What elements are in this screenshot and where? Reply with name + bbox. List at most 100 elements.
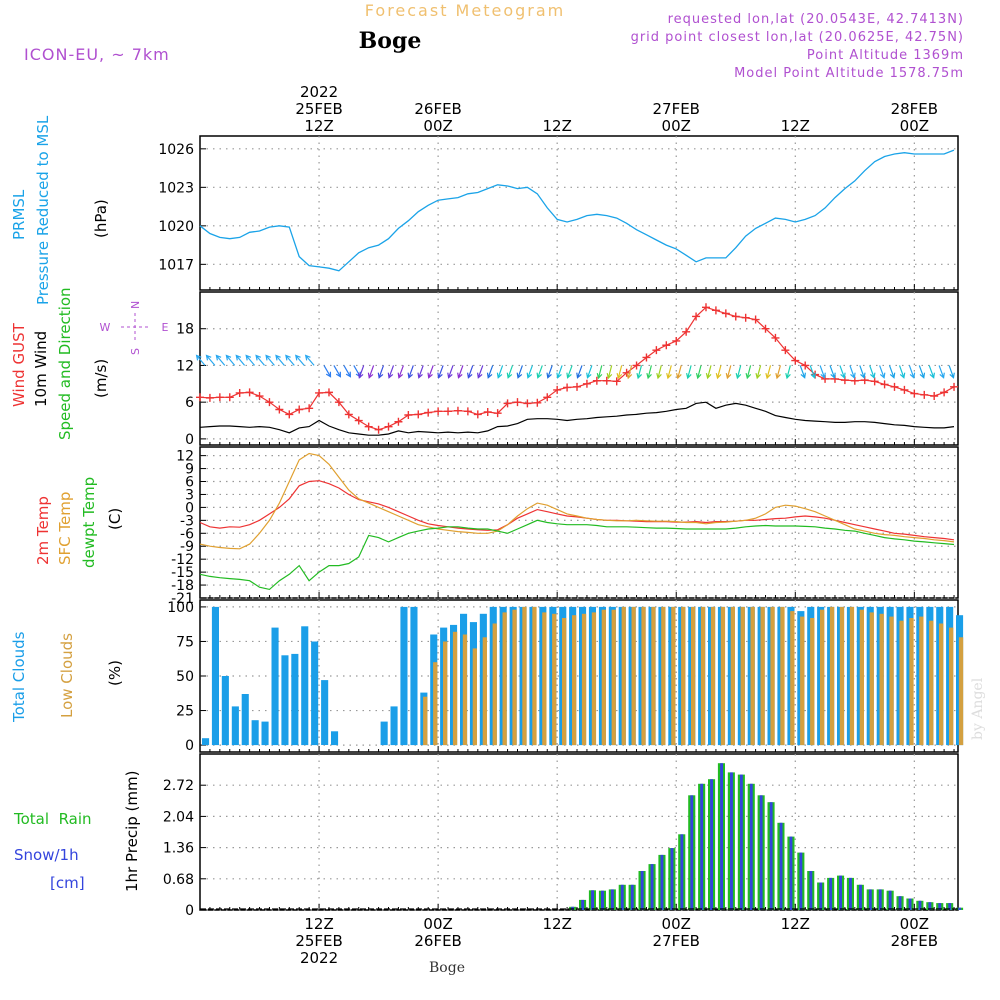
- rain-bar-core: [710, 779, 713, 910]
- gust-marker: [434, 407, 443, 416]
- wind-direction-arrow: [839, 365, 846, 379]
- bottom-time-label-line: 27FEB: [652, 932, 699, 950]
- dewpt-line: [199, 519, 955, 591]
- gust-marker: [344, 410, 353, 419]
- low-cloud-bar: [591, 612, 597, 746]
- temp-unit: (C): [106, 508, 124, 530]
- y-tick-label: 3: [185, 487, 194, 503]
- pressure-unit: (hPa): [92, 199, 110, 238]
- wind-direction-arrow: [486, 365, 494, 379]
- low-cloud-bar: [611, 609, 616, 746]
- gust-marker: [890, 382, 899, 391]
- low-cloud-bar: [601, 609, 606, 746]
- prmsl-label: PRMSL: [10, 189, 28, 240]
- gust-marker: [721, 309, 730, 318]
- top-time-label-line: 27FEB: [652, 100, 699, 118]
- gust-marker: [741, 313, 750, 322]
- wind-direction-arrow: [367, 365, 375, 379]
- wind-panel: 0 6 12 18 Wind GUST 10m Wind Speed and Directi…: [10, 287, 959, 448]
- wind-direction-arrow: [407, 365, 414, 379]
- rain-bar-core: [591, 890, 594, 910]
- gust-marker: [225, 393, 234, 402]
- rain-bar-core: [868, 889, 872, 910]
- sfc-temp-line: [199, 452, 955, 550]
- y-tick-label: 1026: [158, 142, 194, 158]
- total-cloud-bar: [390, 706, 398, 746]
- low-cloud-bar: [681, 606, 686, 746]
- bottom-time-label-line: 12Z: [304, 915, 333, 933]
- low-cloud-bar: [641, 606, 646, 746]
- top-time-label-line: 28FEB: [891, 100, 938, 118]
- y-tick-label: -21: [171, 591, 194, 607]
- gust-marker: [503, 399, 512, 408]
- gust-marker: [295, 405, 304, 414]
- low-cloud-bar: [710, 606, 716, 746]
- precip-labels: 1hr Precip (mm) Total Rain Snow/1h [cm]: [13, 771, 141, 892]
- gust-marker: [662, 341, 671, 350]
- low-cloud-bar: [462, 634, 468, 745]
- y-tick-label: -6: [180, 526, 194, 542]
- wind-direction-arrow: [437, 365, 444, 379]
- wind-direction-arrow: [918, 365, 926, 379]
- gust-marker: [305, 404, 314, 413]
- wind-direction-arrow: [725, 365, 732, 380]
- y-tick-label: -3: [180, 513, 194, 529]
- total-cloud-bar: [311, 641, 319, 746]
- temp2m-label: 2m Temp: [34, 496, 52, 565]
- y-tick-label: 2.72: [163, 778, 194, 794]
- gust-marker: [215, 393, 224, 402]
- speed-direction-label: Speed and Direction: [56, 287, 74, 440]
- total-cloud-bar: [380, 721, 388, 746]
- gust-marker: [324, 388, 333, 397]
- rain-bar-core: [739, 774, 743, 910]
- wind-direction-arrow: [755, 365, 762, 380]
- gust-marker: [374, 425, 383, 434]
- rain-bar-core: [938, 903, 942, 910]
- low-cloud-bar: [700, 606, 706, 746]
- low-cloud-bar: [433, 662, 438, 746]
- footer-location: Boge: [429, 960, 465, 976]
- clouds-panel: 0 25 50 75 100 Total Clouds Low Clouds (%): [10, 599, 964, 754]
- gust-marker: [940, 388, 949, 397]
- gust-marker: [553, 385, 562, 394]
- low-cloud-bar: [879, 613, 884, 746]
- top-time-label-line: 25FEB: [295, 100, 342, 118]
- compass-east: E: [162, 321, 169, 334]
- wind-direction-arrow: [215, 354, 226, 366]
- low-cloud-bar: [770, 606, 775, 746]
- y-tick-label: 12: [176, 449, 194, 465]
- gust-marker: [701, 303, 710, 312]
- wind-direction-arrow: [225, 354, 236, 366]
- rain-bar-core: [650, 864, 654, 910]
- y-tick-label: 0: [185, 903, 194, 919]
- precip-panel: 0 0.68 1.36 2.04 2.72 1hr Precip (mm) Total Ra…: [13, 753, 964, 919]
- total-cloud-bar: [271, 627, 279, 746]
- y-tick-label: 1020: [158, 219, 194, 235]
- wind-direction-arrow: [596, 365, 603, 380]
- gust-marker: [205, 393, 214, 402]
- wind-direction-arrow: [377, 365, 385, 379]
- gust-marker: [582, 379, 591, 388]
- wind-direction-arrow: [506, 365, 514, 379]
- total-cloud-bar: [410, 606, 418, 746]
- bottom-time-label-line: 12Z: [542, 915, 571, 933]
- low-cloud-bar: [651, 606, 656, 746]
- y-tick-label: 100: [167, 600, 194, 616]
- wind-direction-arrow: [705, 365, 712, 380]
- rain-bar-core: [670, 848, 674, 910]
- gust-marker: [682, 327, 691, 336]
- gust-marker: [761, 324, 770, 333]
- prmsl-line: [199, 149, 955, 272]
- rain-bar-core: [640, 871, 644, 910]
- low-cloud-bar: [661, 606, 666, 746]
- location-title: Boge: [359, 28, 422, 54]
- rain-bar-core: [779, 822, 783, 910]
- low-cloud-bar: [621, 606, 626, 746]
- y-tick-label: 2.04: [163, 809, 194, 825]
- low-cloud-bar: [790, 611, 795, 746]
- gust-marker: [870, 377, 879, 386]
- rain-bar-core: [948, 903, 952, 910]
